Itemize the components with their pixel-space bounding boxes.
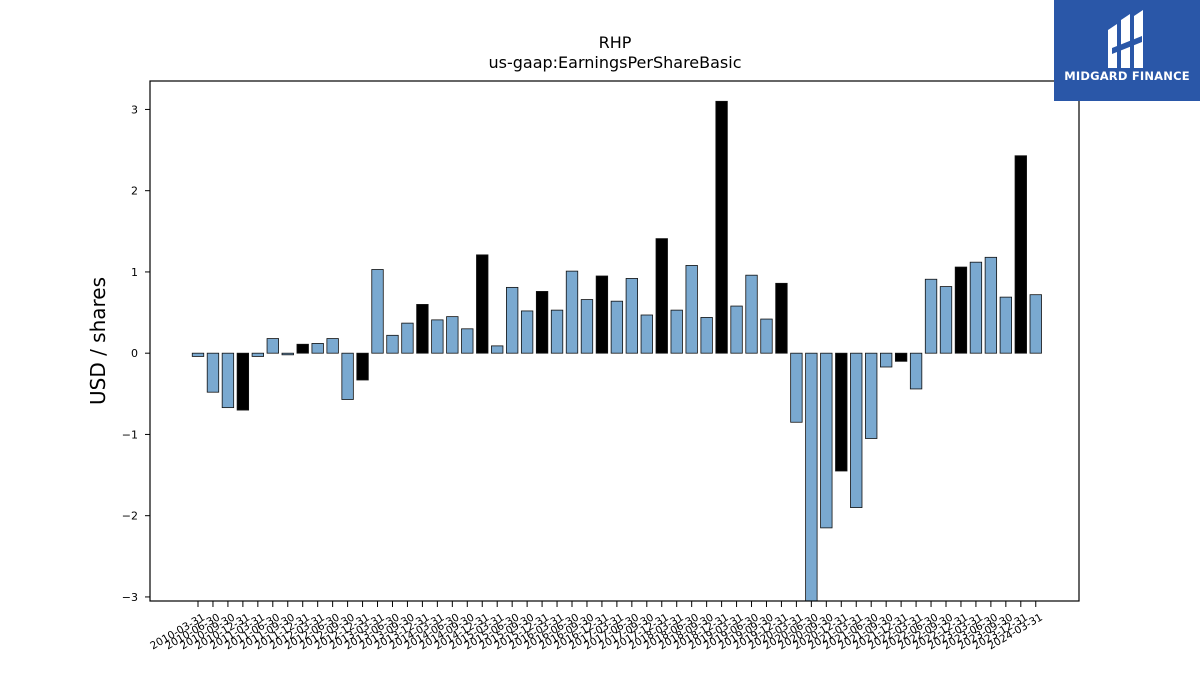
y-tick-label: −1 bbox=[122, 428, 138, 441]
bar-2024-03-31 bbox=[1029, 294, 1042, 354]
bar-2012-12-31 bbox=[356, 352, 369, 381]
midgard-finance-logo: MIDGARD FINANCE bbox=[1054, 0, 1200, 101]
logo-mark-icon bbox=[1108, 10, 1143, 68]
y-tick-label: −3 bbox=[122, 591, 138, 604]
bar-2016-06-30 bbox=[565, 270, 579, 354]
bar-2010-12-31 bbox=[236, 352, 250, 411]
bar-2012-03-31 bbox=[311, 343, 324, 354]
bar-2017-12-31 bbox=[655, 238, 668, 354]
bar-2020-12-31 bbox=[835, 352, 848, 472]
bar-2011-03-31 bbox=[251, 352, 264, 357]
bar-2013-06-30 bbox=[386, 334, 399, 354]
bar-2016-09-30 bbox=[580, 299, 594, 354]
y-tick-label: 1 bbox=[131, 266, 138, 279]
bar-2015-06-30 bbox=[506, 286, 519, 354]
bar-2016-12-31 bbox=[595, 275, 609, 354]
plot-frame bbox=[149, 80, 1080, 602]
bar-2019-03-31 bbox=[730, 305, 743, 354]
x-ticks-group: 2010-03-312010-06-302010-09-302010-12-31… bbox=[148, 601, 1045, 652]
bar-2019-12-31 bbox=[775, 282, 788, 354]
y-ticks-group: 3 2 1 0 −1 −2 −3 bbox=[122, 103, 150, 604]
bar-2018-12-31 bbox=[715, 100, 728, 354]
bar-2010-09-30 bbox=[221, 352, 235, 409]
bar-2020-03-31 bbox=[790, 352, 803, 423]
bar-2023-03-31 bbox=[969, 261, 983, 354]
chart-title: RHP bbox=[599, 33, 632, 52]
bar-2017-06-30 bbox=[625, 278, 638, 354]
bar-2010-03-31 bbox=[191, 352, 205, 357]
bar-2018-06-30 bbox=[685, 265, 698, 354]
bar-2022-09-30 bbox=[939, 286, 953, 354]
bar-2023-12-31 bbox=[1014, 155, 1027, 354]
bar-2010-06-30 bbox=[206, 352, 220, 393]
bar-2016-03-31 bbox=[550, 309, 564, 354]
bar-2013-09-30 bbox=[401, 322, 414, 354]
bar-2021-12-31 bbox=[894, 352, 908, 362]
bar-2021-06-30 bbox=[865, 352, 878, 439]
bar-2023-09-30 bbox=[999, 296, 1012, 354]
bar-2014-06-30 bbox=[446, 316, 459, 354]
bar-2011-12-31 bbox=[296, 343, 309, 354]
bar-2022-03-31 bbox=[909, 352, 923, 390]
bar-2013-03-31 bbox=[371, 269, 384, 354]
bar-2015-12-31 bbox=[535, 291, 549, 354]
bar-2011-09-30 bbox=[281, 352, 294, 356]
bar-2022-06-30 bbox=[924, 278, 938, 354]
bars-group bbox=[191, 100, 1042, 602]
bar-2014-09-30 bbox=[461, 328, 474, 354]
bar-2020-06-30 bbox=[805, 352, 818, 602]
bar-2018-03-31 bbox=[670, 309, 683, 354]
bar-2014-12-31 bbox=[476, 254, 489, 354]
chart-subtitle: us-gaap:EarningsPerShareBasic bbox=[488, 53, 741, 72]
bar-2017-03-31 bbox=[610, 300, 624, 354]
bar-2011-06-30 bbox=[266, 338, 279, 354]
y-tick-label: 0 bbox=[131, 347, 138, 360]
bar-2019-09-30 bbox=[760, 318, 773, 354]
y-tick-label: 2 bbox=[131, 185, 138, 198]
bar-2015-03-31 bbox=[491, 345, 504, 354]
bar-2021-09-30 bbox=[880, 352, 893, 368]
bar-2015-09-30 bbox=[520, 310, 534, 354]
bar-2018-09-30 bbox=[700, 317, 713, 354]
bar-2012-09-30 bbox=[341, 352, 354, 400]
logo-text: MIDGARD FINANCE bbox=[1064, 69, 1190, 83]
bar-2013-12-31 bbox=[416, 304, 429, 354]
bar-2020-09-30 bbox=[820, 352, 833, 529]
y-tick-label: −2 bbox=[122, 510, 138, 523]
bar-2019-06-30 bbox=[745, 274, 758, 354]
y-axis-label: USD / shares bbox=[86, 277, 110, 405]
bar-2012-06-30 bbox=[326, 338, 339, 354]
y-tick-label: 3 bbox=[131, 103, 138, 116]
bar-2021-03-31 bbox=[850, 352, 863, 508]
bar-2017-09-30 bbox=[640, 314, 653, 354]
bar-2014-03-31 bbox=[431, 319, 444, 354]
bar-2023-06-30 bbox=[984, 256, 998, 354]
bar-2022-12-31 bbox=[954, 266, 968, 354]
